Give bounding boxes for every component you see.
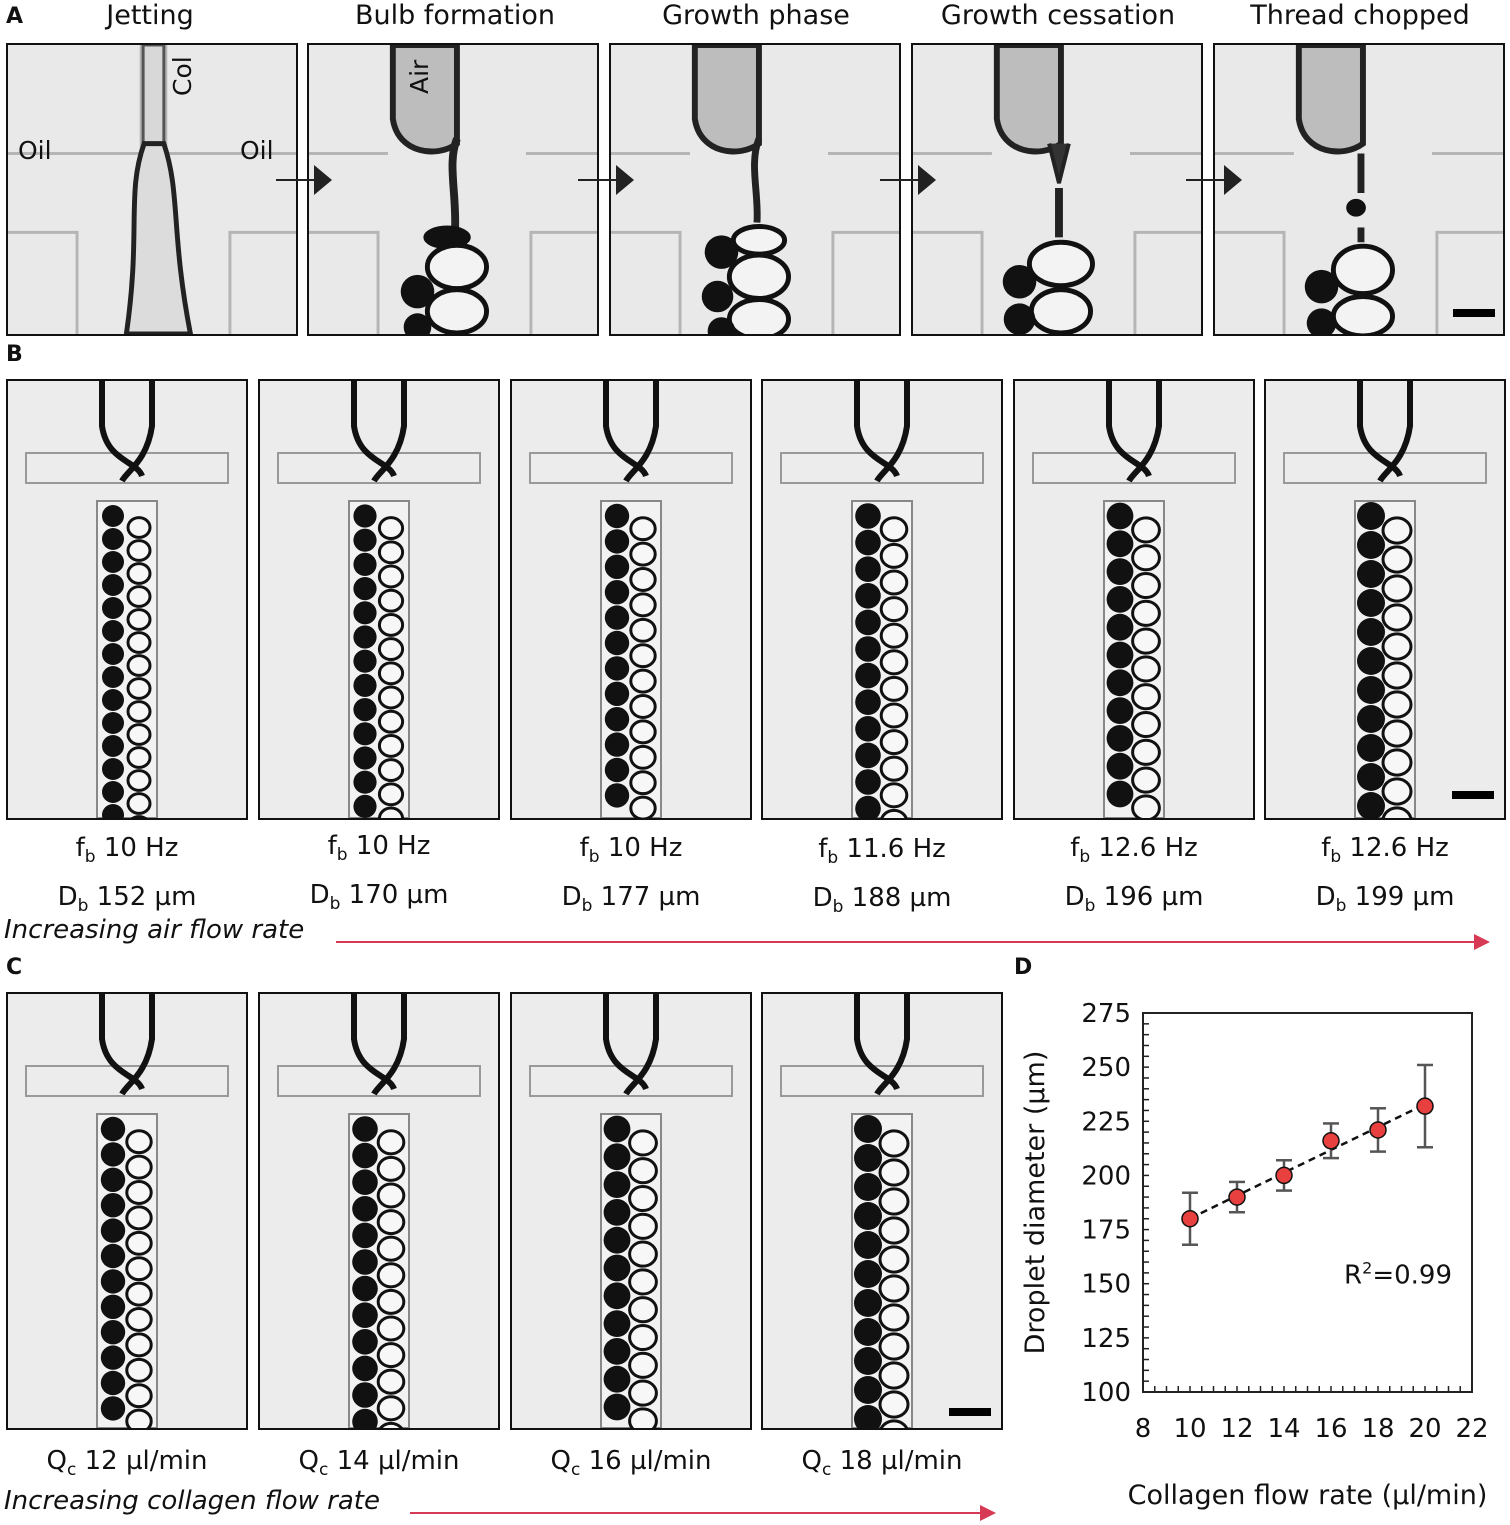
air-caption-4: fb 11.6 Hz Db 188 µm (812, 834, 952, 918)
air-flow-image-2 (258, 379, 500, 820)
panel-label-b: B (6, 342, 23, 367)
air-flow-image-3 (510, 379, 752, 820)
step-title-1: Jetting (106, 0, 194, 31)
x-axis-label: Collagen flow rate (µl/min) (1128, 1480, 1488, 1511)
sequence-arrow-line-2 (578, 179, 618, 181)
droplet-diameter-chart: 8 10 12 14 16 18 20 22 100 125 150 175 200 225 250 275 C… (1020, 999, 1489, 1511)
collagen-trend-label: Increasing collagen flow rate (4, 1486, 380, 1516)
collagen-flow-image-1 (6, 992, 248, 1430)
growth-phase-image (609, 43, 901, 336)
label-air: Air (405, 59, 434, 94)
y-tick-label: 200 (1081, 1161, 1131, 1191)
panel-label-d: D (1014, 955, 1033, 980)
y-tick-label: 150 (1081, 1270, 1131, 1300)
air-caption-5: fb 12.6 Hz Db 196 µm (1064, 833, 1204, 917)
label-oil-right: Oil (240, 136, 274, 165)
step-title-2: Bulb formation (354, 0, 556, 31)
air-caption-6: fb 12.6 Hz Db 199 µm (1315, 833, 1455, 917)
x-tick-label: 14 (1267, 1414, 1300, 1444)
air-trend-arrow-line (336, 941, 1476, 943)
air-flow-image-6 (1264, 379, 1506, 820)
sequence-arrow-head-3 (918, 165, 936, 195)
step-title-4: Growth cessation (940, 0, 1176, 31)
collagen-trend-arrow-head (980, 1505, 996, 1521)
sequence-arrow-line-4 (1186, 179, 1226, 181)
sequence-arrow-line-3 (880, 179, 920, 181)
data-point (1369, 1121, 1387, 1139)
y-tick-label: 125 (1081, 1324, 1131, 1354)
data-point (1322, 1132, 1340, 1150)
collagen-caption-3: Qc 16 µl/min (550, 1446, 712, 1481)
collagen-trend-arrow-line (410, 1512, 980, 1514)
air-flow-image-5 (1013, 379, 1255, 820)
air-trend-arrow-head (1474, 934, 1490, 950)
collagen-caption-1: Qc 12 µl/min (46, 1446, 208, 1481)
scale-bar-b (1452, 791, 1494, 799)
y-tick-label: 175 (1081, 1216, 1131, 1246)
r-squared-annotation: R2=0.99 (1344, 1259, 1452, 1291)
panel-label-a: A (6, 4, 24, 29)
jetting-image (6, 43, 298, 336)
label-col: Col (168, 56, 197, 96)
bulb-formation-image (307, 43, 599, 336)
air-caption-1: fb 10 Hz Db 152 µm (57, 833, 197, 917)
collagen-flow-image-4 (761, 992, 1003, 1430)
x-tick-label: 22 (1455, 1414, 1488, 1444)
air-caption-3: fb 10 Hz Db 177 µm (561, 833, 701, 917)
y-tick-label: 250 (1081, 1053, 1131, 1083)
data-point (1416, 1097, 1434, 1115)
air-flow-image-1 (6, 379, 248, 820)
y-tick-label: 100 (1081, 1378, 1131, 1408)
step-title-3: Growth phase (662, 0, 850, 31)
collagen-caption-4: Qc 18 µl/min (801, 1446, 963, 1481)
step-title-5: Thread chopped (1250, 0, 1470, 31)
label-oil-left: Oil (18, 136, 52, 165)
scale-bar-c (949, 1408, 991, 1416)
sequence-arrow-head-1 (314, 165, 332, 195)
growth-cessation-image (911, 43, 1203, 336)
panel-label-c: C (6, 955, 23, 980)
x-tick-label: 18 (1361, 1414, 1394, 1444)
air-flow-image-4 (761, 379, 1003, 820)
y-tick-label: 275 (1081, 999, 1131, 1029)
collagen-flow-image-2 (258, 992, 500, 1430)
trendline (1189, 1103, 1426, 1220)
x-tick-label: 12 (1220, 1414, 1253, 1444)
air-caption-2: fb 10 Hz Db 170 µm (309, 831, 449, 915)
sequence-arrow-head-4 (1224, 165, 1242, 195)
data-point (1275, 1166, 1293, 1185)
collagen-caption-2: Qc 14 µl/min (298, 1446, 460, 1481)
air-trend-label: Increasing air flow rate (4, 915, 305, 945)
scale-bar (1453, 309, 1495, 317)
x-tick-label: 10 (1173, 1414, 1206, 1444)
y-tick-label: 225 (1081, 1107, 1131, 1137)
thread-chopped-image (1213, 43, 1505, 336)
x-tick-label: 8 (1135, 1414, 1152, 1444)
x-tick-label: 20 (1408, 1414, 1441, 1444)
sequence-arrow-line-1 (276, 179, 316, 181)
plot-area (1142, 1012, 1473, 1393)
data-point (1181, 1209, 1199, 1228)
y-axis-label: Droplet diameter (µm) (1020, 1051, 1051, 1355)
sequence-arrow-head-2 (616, 165, 634, 195)
x-tick-label: 16 (1314, 1414, 1347, 1444)
data-point (1228, 1188, 1246, 1206)
collagen-flow-image-3 (510, 992, 752, 1430)
